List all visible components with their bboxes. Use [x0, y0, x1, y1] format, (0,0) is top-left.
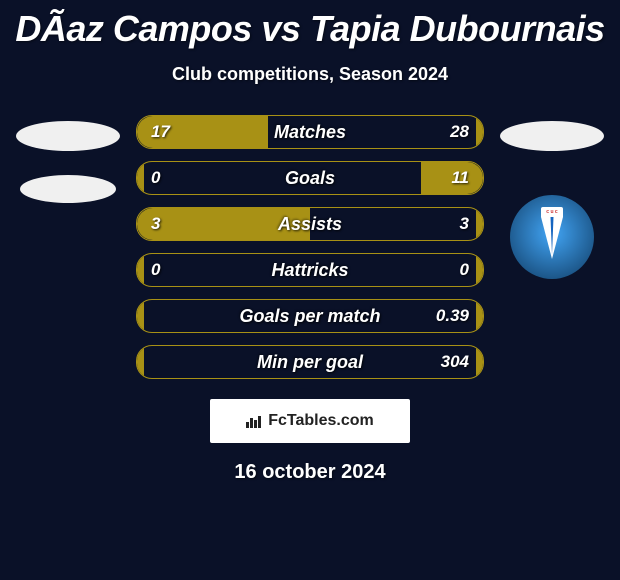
stat-value-left: 0 — [151, 168, 160, 188]
attribution-text: FcTables.com — [268, 412, 374, 430]
stat-bar-right-fill — [476, 208, 483, 240]
stats-bars: 17 Matches 28 0 Goals 11 3 Assists 3 0 Hattricks 0 G… — [128, 115, 492, 391]
stat-value-right: 0.39 — [436, 306, 469, 326]
player1-team-placeholder — [20, 175, 116, 203]
stat-row: 0 Goals 11 — [136, 161, 484, 195]
stat-row: Goals per match 0.39 — [136, 299, 484, 333]
chart-icon — [246, 414, 264, 428]
stat-row: 0 Hattricks 0 — [136, 253, 484, 287]
player2-image-placeholder — [500, 121, 604, 151]
date-label: 16 october 2024 — [0, 461, 620, 484]
stat-value-left: 0 — [151, 260, 160, 280]
stat-row: 17 Matches 28 — [136, 115, 484, 149]
attribution-badge: FcTables.com — [210, 399, 410, 443]
stat-value-right: 3 — [460, 214, 469, 234]
page-title: DÃ­az Campos vs Tapia Dubournais — [0, 0, 620, 50]
stat-label: Assists — [278, 214, 342, 235]
page-subtitle: Club competitions, Season 2024 — [0, 64, 620, 85]
content-area: 17 Matches 28 0 Goals 11 3 Assists 3 0 Hattricks 0 G… — [0, 115, 620, 391]
stat-bar-right-fill — [476, 254, 483, 286]
left-player-col — [8, 115, 128, 391]
stat-label: Goals — [285, 168, 335, 189]
right-player-col: c u c — [492, 115, 612, 391]
stat-label: Goals per match — [239, 306, 380, 327]
stat-bar-right-fill — [476, 346, 483, 378]
player2-team-badge: c u c — [510, 195, 594, 279]
stat-value-right: 11 — [451, 168, 469, 188]
player1-image-placeholder — [16, 121, 120, 151]
stat-value-right: 0 — [460, 260, 469, 280]
stat-bar-right-fill — [476, 116, 483, 148]
stat-value-right: 304 — [441, 352, 469, 372]
stat-value-left: 17 — [151, 122, 170, 142]
stat-label: Min per goal — [257, 352, 363, 373]
stat-bar-left-fill — [137, 254, 144, 286]
stat-row: 3 Assists 3 — [136, 207, 484, 241]
stat-bar-left-fill — [137, 300, 144, 332]
stat-bar-right-fill — [476, 300, 483, 332]
stat-bar-left-fill — [137, 346, 144, 378]
stat-label: Hattricks — [271, 260, 348, 281]
stat-label: Matches — [274, 122, 346, 143]
stat-bar-left-fill — [137, 162, 144, 194]
stat-row: Min per goal 304 — [136, 345, 484, 379]
stat-value-right: 28 — [450, 122, 469, 142]
stat-value-left: 3 — [151, 214, 160, 234]
